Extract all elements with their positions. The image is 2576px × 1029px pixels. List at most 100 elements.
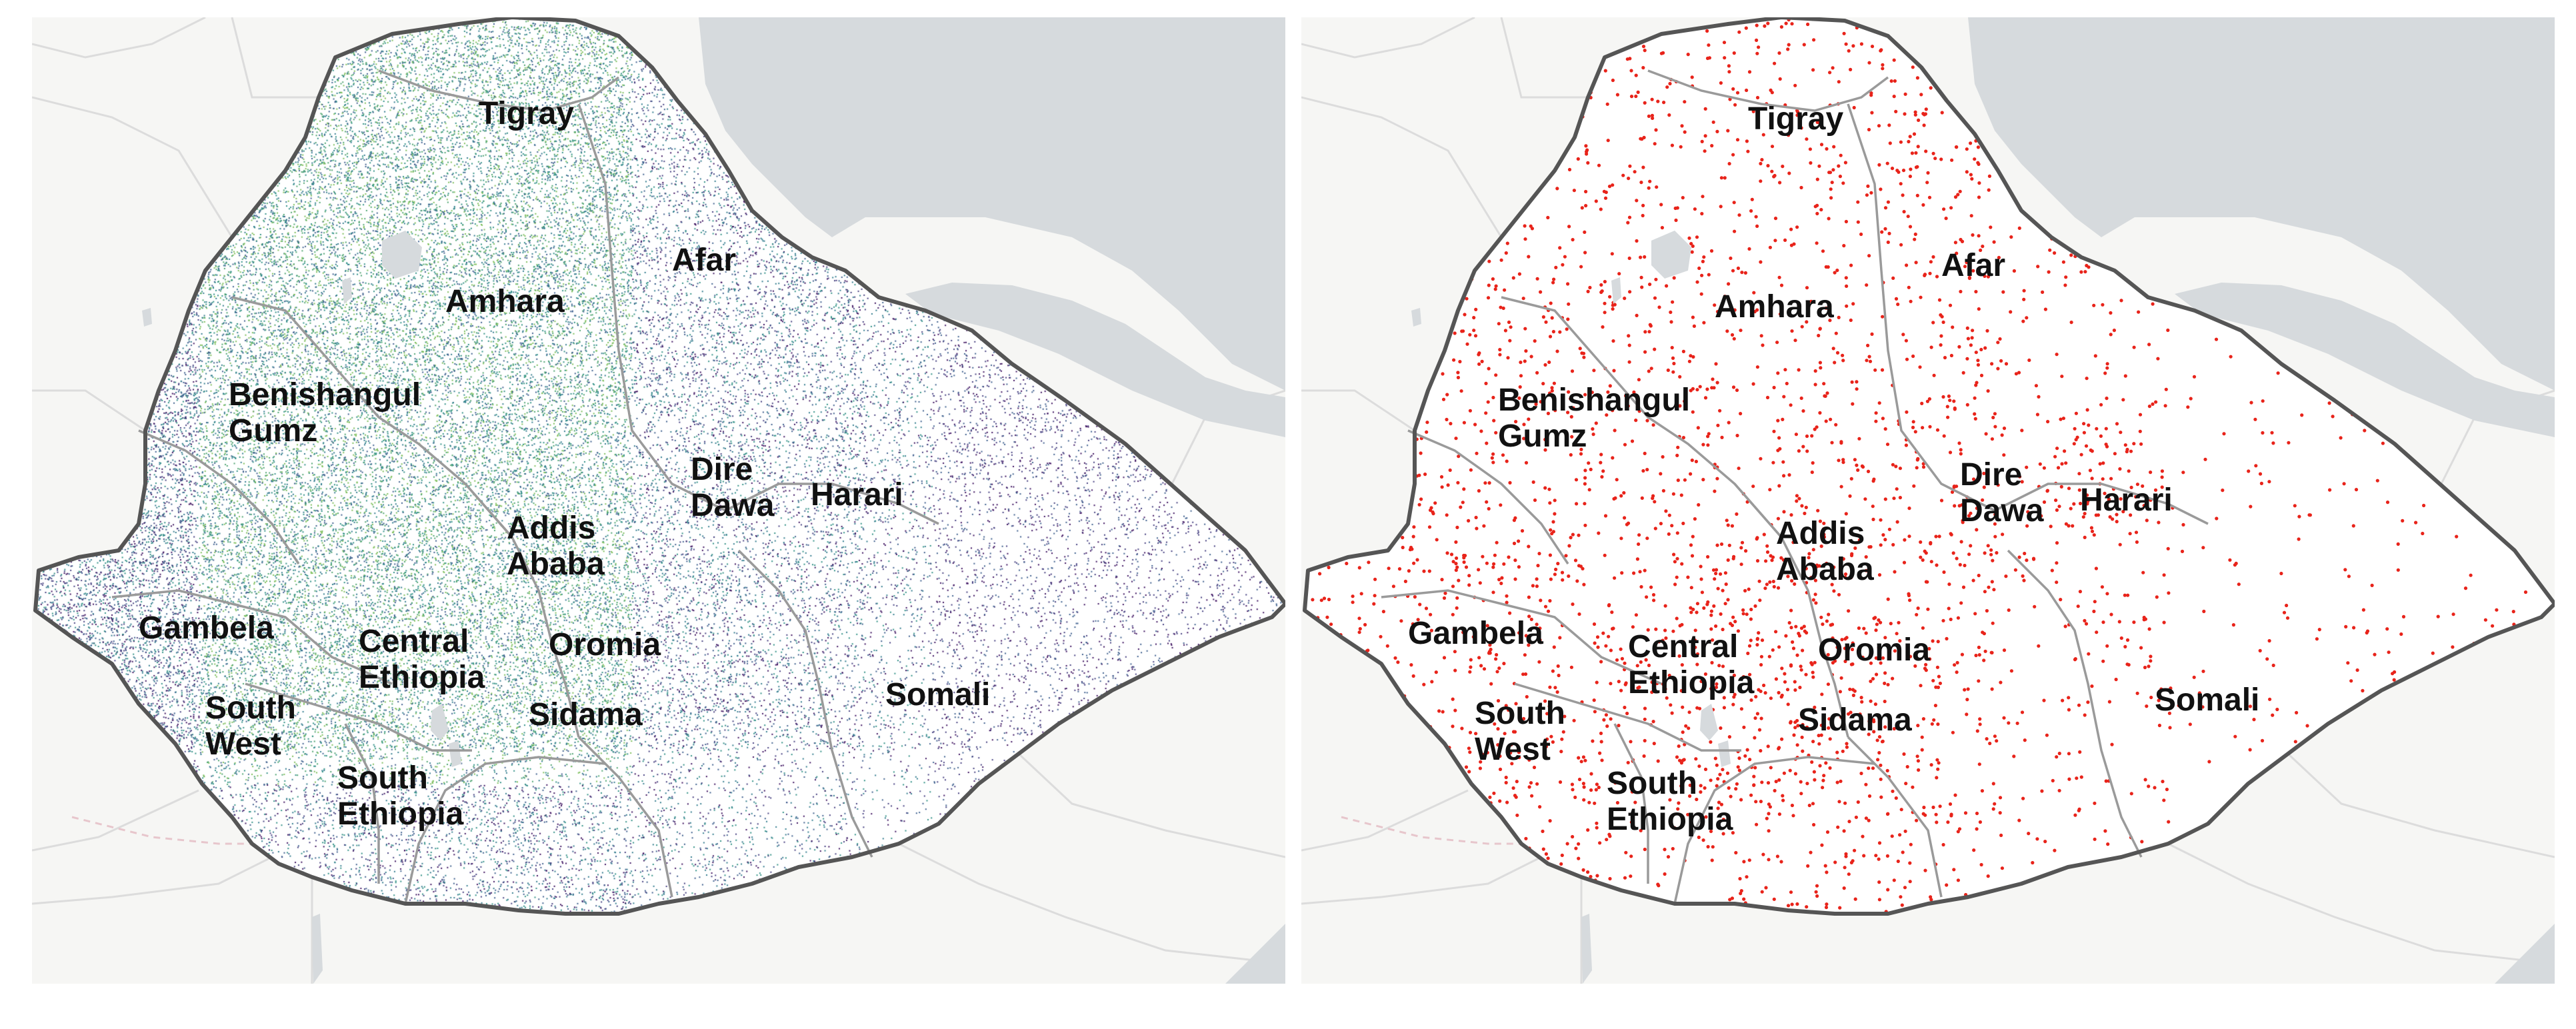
location-point <box>2149 471 2153 475</box>
location-point <box>1871 505 1875 509</box>
location-point <box>1635 664 1639 668</box>
location-point <box>1929 260 1933 264</box>
location-point <box>1417 473 1421 477</box>
location-point <box>1902 210 1906 214</box>
location-point <box>1921 426 1925 430</box>
location-point <box>2160 469 2164 473</box>
location-point <box>2055 508 2059 513</box>
location-point <box>1559 862 1563 866</box>
location-point <box>1830 441 1834 445</box>
location-point <box>1700 590 1704 594</box>
location-point <box>1581 868 1585 872</box>
location-point <box>1572 189 1576 193</box>
location-point <box>1691 534 1695 538</box>
location-point <box>2088 469 2092 473</box>
location-point <box>1782 474 1786 478</box>
location-point <box>1759 179 1763 183</box>
location-point <box>1490 456 1494 460</box>
location-point <box>1805 320 1809 324</box>
location-point <box>1746 651 1750 656</box>
location-point <box>2020 429 2024 433</box>
location-point <box>1877 750 1881 755</box>
location-point <box>1810 434 1814 438</box>
water-bodies <box>1968 17 2555 984</box>
location-point <box>1567 167 1572 172</box>
location-point <box>1937 674 1941 678</box>
location-point <box>1671 846 1675 851</box>
location-point <box>2109 612 2113 616</box>
location-point <box>1819 723 1823 727</box>
location-point <box>1451 724 1455 728</box>
location-point <box>2057 751 2061 756</box>
location-point <box>1766 781 1771 785</box>
location-point <box>1929 763 1933 767</box>
location-point <box>1535 277 1539 281</box>
location-point <box>2053 455 2057 459</box>
location-point <box>1949 532 1953 536</box>
location-point <box>2363 429 2367 433</box>
location-point <box>1485 441 1489 445</box>
density-map-panel[interactable]: Tigray Afar Amhara Benishangul Gumz Dire… <box>32 17 1285 984</box>
location-point <box>1929 895 1933 899</box>
location-point <box>1951 551 1955 555</box>
location-point <box>1760 890 1764 894</box>
location-point <box>1815 241 1819 245</box>
location-point <box>1715 310 1720 314</box>
location-point <box>1606 390 1610 394</box>
location-point <box>1719 81 1723 85</box>
location-point <box>1995 550 1999 555</box>
location-point <box>1699 790 1703 794</box>
location-point <box>1723 176 1727 180</box>
location-point <box>2021 796 2025 800</box>
location-point <box>1478 766 1482 770</box>
location-point <box>1993 513 1997 516</box>
location-point <box>1441 710 1445 714</box>
location-point <box>1783 680 1787 684</box>
location-point <box>1419 451 1423 455</box>
location-point <box>1451 560 1455 564</box>
location-point <box>1843 866 1847 870</box>
location-point <box>1941 320 1945 325</box>
region-border-line <box>344 723 380 884</box>
location-point <box>1830 622 1835 626</box>
location-point <box>1535 622 1539 626</box>
location-point <box>1599 731 1603 735</box>
location-point <box>1465 342 1469 346</box>
location-point <box>1715 682 1719 686</box>
location-point <box>1993 534 1997 538</box>
location-point <box>2118 542 2122 546</box>
country-border <box>1303 17 2555 916</box>
location-point <box>1807 552 1811 556</box>
location-point <box>1861 834 1865 838</box>
location-point <box>1825 830 1830 834</box>
location-point <box>1749 607 1753 612</box>
location-point <box>1527 785 1531 789</box>
location-point <box>2276 371 2280 375</box>
location-point <box>1492 791 1496 795</box>
location-point <box>1697 835 1701 839</box>
location-point <box>1749 638 1753 642</box>
location-point <box>2089 526 2093 530</box>
location-point <box>1552 381 1556 385</box>
location-point <box>2069 507 2073 511</box>
location-point <box>2132 345 2136 349</box>
location-point <box>1705 56 1710 61</box>
location-point <box>2207 760 2211 764</box>
location-point <box>1478 581 1482 585</box>
location-point <box>1976 145 1980 149</box>
location-point <box>1955 670 1959 674</box>
location-point <box>1521 297 1525 301</box>
location-point <box>2079 775 2083 779</box>
location-point <box>2071 524 2075 528</box>
location-point <box>1815 894 1819 898</box>
location-point <box>2103 829 2107 833</box>
points-map-panel[interactable]: Tigray Afar Amhara Benishangul Gumz Dire… <box>1301 17 2555 984</box>
location-point <box>1567 225 1571 229</box>
location-point <box>1789 890 1793 894</box>
location-point <box>2132 442 2136 446</box>
location-point <box>2090 477 2094 481</box>
location-point <box>2134 530 2139 534</box>
location-point <box>1793 680 1797 684</box>
location-point <box>2038 462 2042 466</box>
location-point <box>1877 735 1882 739</box>
